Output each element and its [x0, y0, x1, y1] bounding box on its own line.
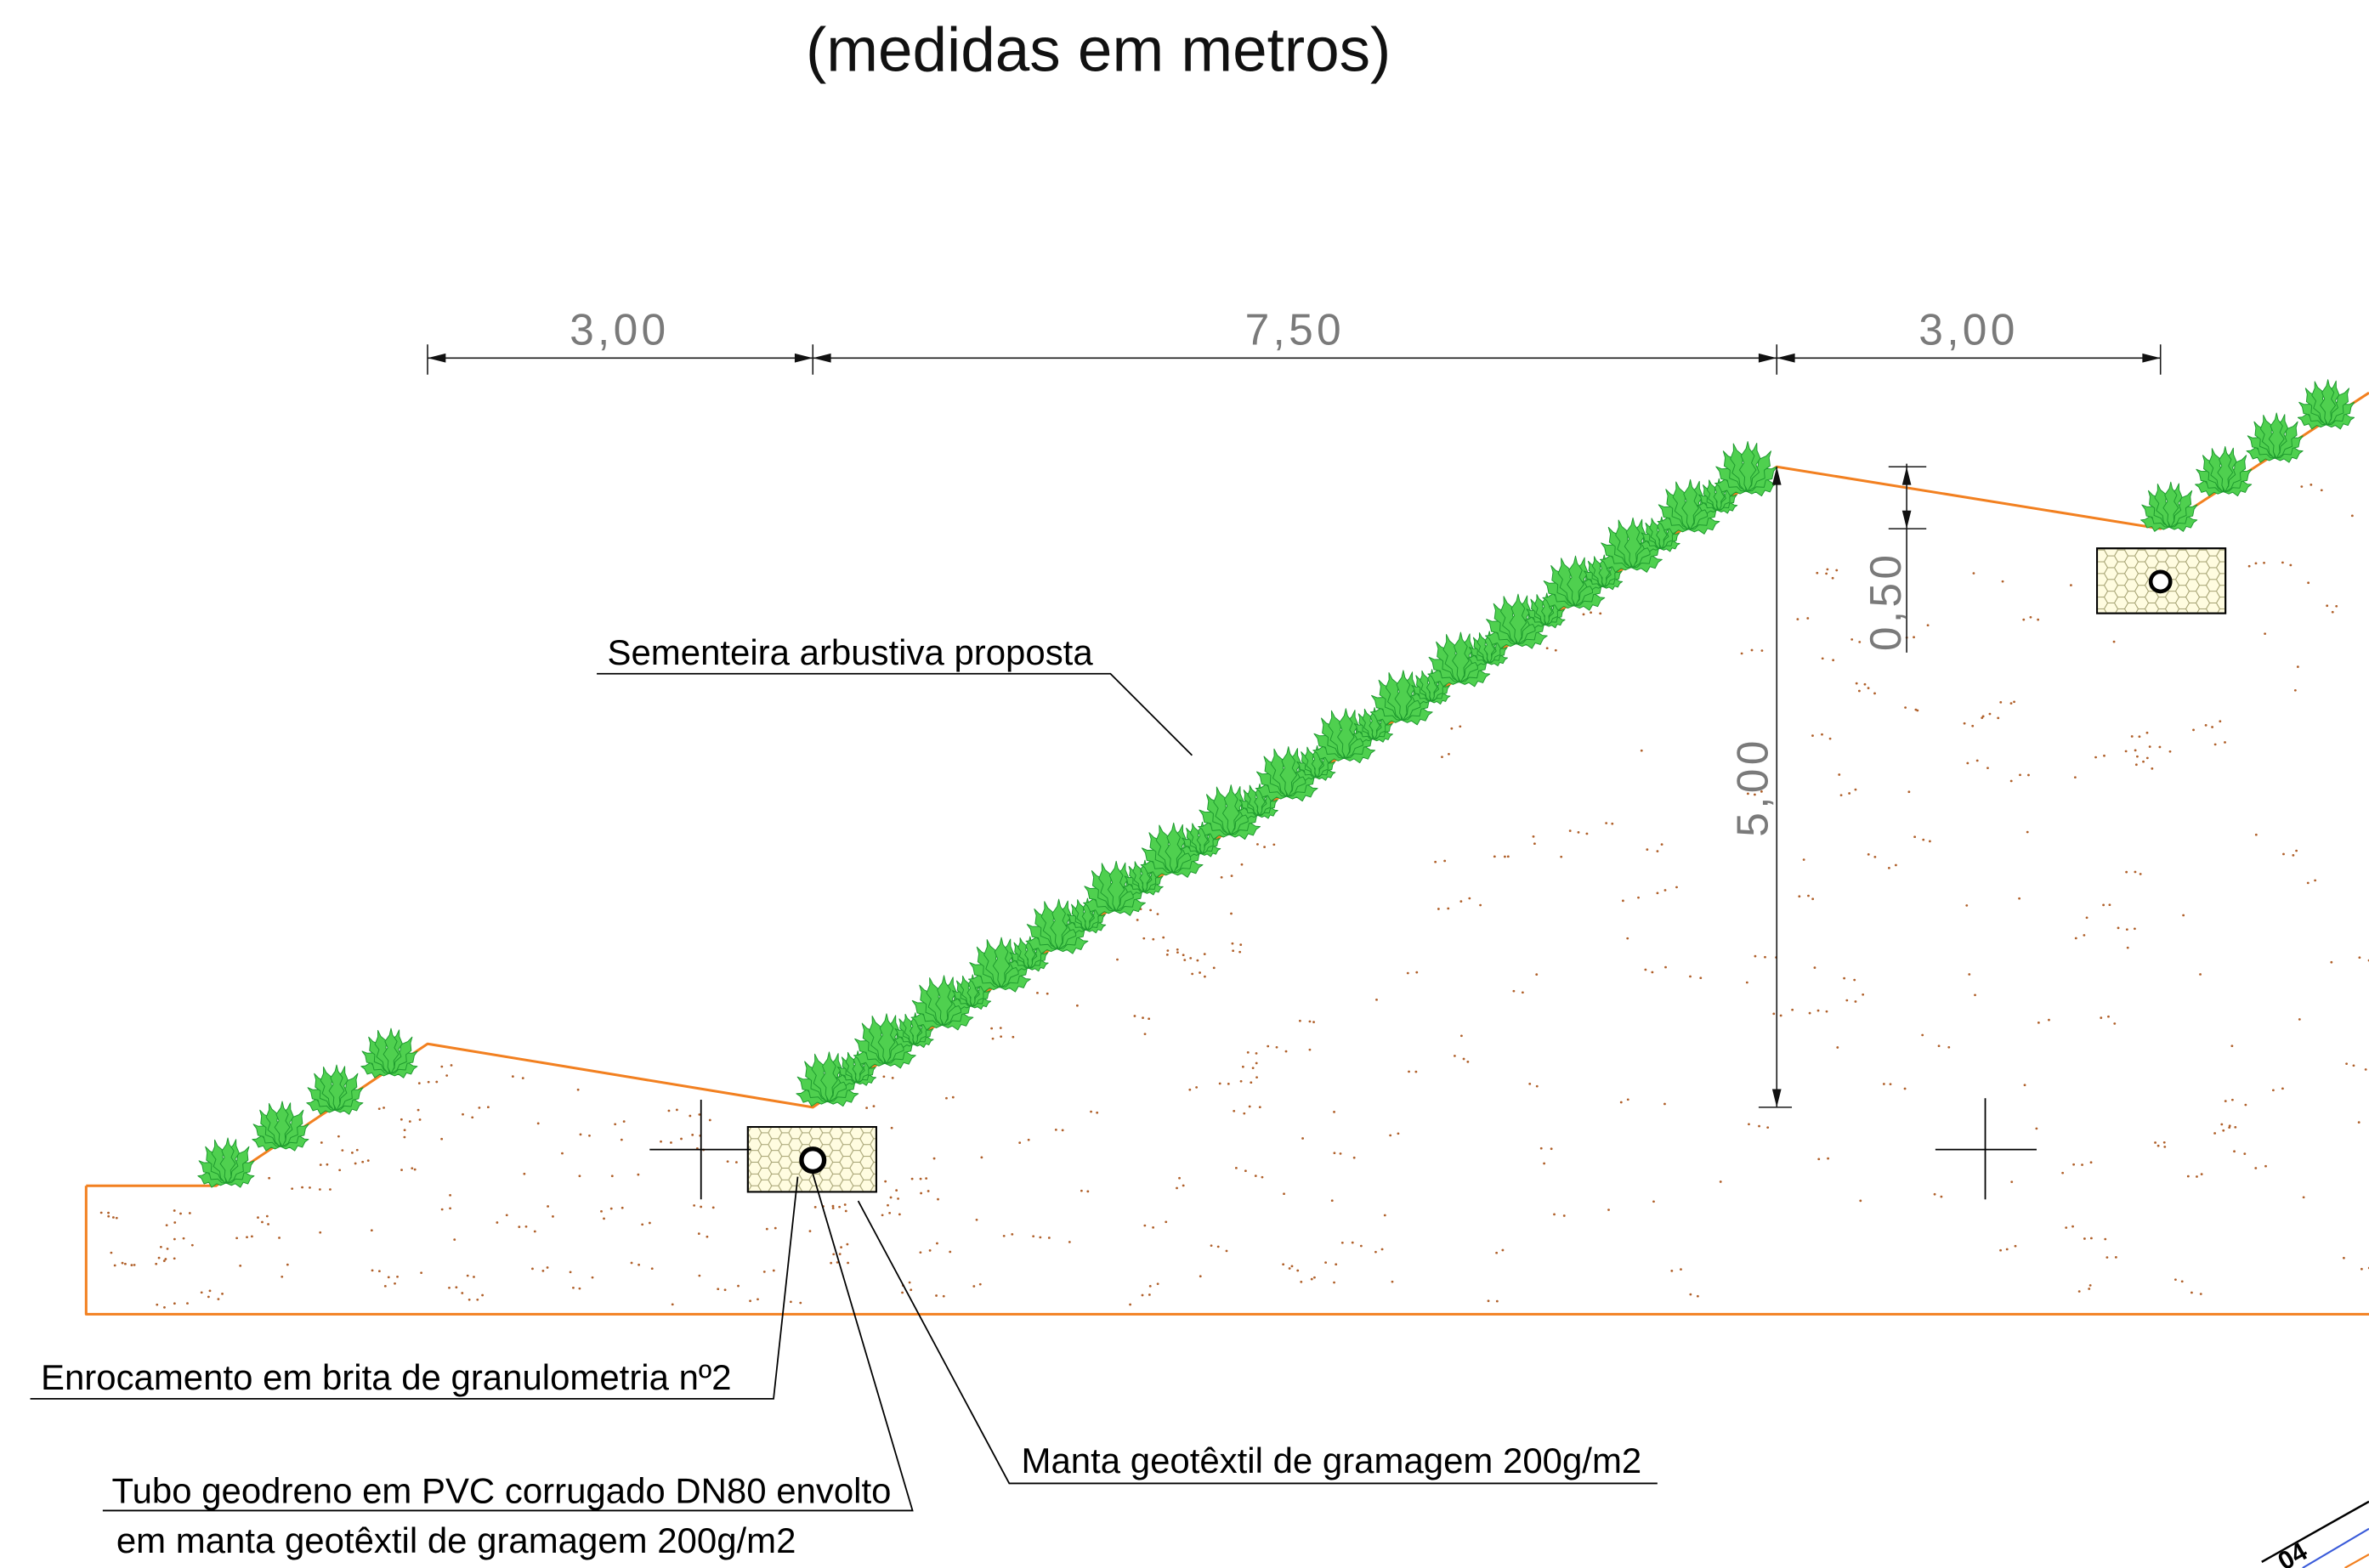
shrub-frond [2162, 481, 2179, 529]
ground-surface-line [86, 391, 2369, 1187]
dimension-arrowhead [1901, 510, 1912, 529]
shrub-frond [328, 1064, 345, 1111]
shrub-frond [1394, 670, 1413, 721]
label-vegetation: Sementeira arbustiva proposta [608, 632, 1094, 672]
soil-texture [99, 484, 2369, 1309]
shrub-frond [1624, 517, 1642, 569]
leader-drain-pipe [102, 1173, 914, 1512]
shrub [2140, 481, 2198, 532]
shrub [2297, 379, 2355, 430]
shrub-frond [1279, 746, 1298, 797]
dimension-slope-horizontal: 7,50 [1245, 304, 1345, 354]
shrub [197, 1137, 255, 1188]
shrub [1198, 784, 1261, 841]
shrub [1025, 898, 1089, 954]
shrub-frond [383, 1027, 400, 1074]
dimension-berm-drop: 0,50 [1861, 552, 1910, 651]
shrub [950, 974, 992, 1010]
leader-vegetation [597, 672, 1193, 756]
shrub-frond [1681, 478, 1699, 530]
shrub-frond [1107, 860, 1125, 912]
label-rockfill: Enrocamento em brita de granulometria nº… [41, 1357, 732, 1397]
rockfill-trench-outline [2096, 547, 2227, 614]
proposed-shrub-seeding [197, 379, 2355, 1188]
shrub-frond [1165, 822, 1182, 874]
dimension-arrowhead [428, 353, 446, 363]
shrub [2195, 445, 2253, 497]
dimension-arrowhead [1771, 1089, 1782, 1107]
shrub-frond [1567, 555, 1584, 607]
shrub-frond [2268, 412, 2285, 459]
corner-line-black [2261, 1500, 2369, 1563]
shrub [1007, 936, 1049, 972]
leader-rockfill [30, 1176, 799, 1400]
shrub-frond [1337, 708, 1355, 759]
leader-geotextile [857, 1200, 1658, 1485]
shrub-frond [1738, 441, 1757, 492]
corner-line-orange [2344, 1554, 2369, 1568]
shrub [1714, 441, 1778, 497]
dimension-arrowhead [2142, 353, 2161, 363]
shrub-frond [1509, 593, 1527, 645]
label-geotextile: Manta geotêxtil de gramagem 200g/m2 [1022, 1441, 1642, 1480]
shrub-frond [1221, 784, 1240, 835]
horizontal-dimension-chain: 3,00 7,50 3,00 [427, 304, 2162, 375]
lower-drain-trench [746, 1125, 877, 1193]
label-drain-pipe-line1: Tubo geodreno em PVC corrugado DN80 envo… [112, 1471, 892, 1511]
shrub-frond [219, 1137, 236, 1184]
dimension-slope-height: 5,00 [1728, 737, 1777, 836]
corner-line-blue [2302, 1527, 2369, 1568]
vertical-dimension-berm-drop: 0,50 [1861, 463, 1927, 653]
shrub [1352, 707, 1393, 743]
shrub-frond [992, 937, 1011, 988]
drain-pipe-icon [2148, 569, 2173, 594]
dimension-arrowhead [1758, 353, 1777, 363]
shrub [1065, 897, 1107, 934]
dimension-berm-right: 3,00 [1918, 304, 2018, 354]
drawing-title: (medidas em metros) [806, 16, 1391, 85]
shrub-frond [1452, 631, 1470, 683]
upper-drain-trench [2096, 547, 2227, 614]
annotation-leaders [30, 672, 1658, 1512]
label-drain-pipe-line2: em manta geotêxtil de gramagem 200g/m2 [116, 1520, 796, 1560]
rockfill-trench-outline [746, 1125, 877, 1193]
dimension-berm-left: 3,00 [570, 304, 669, 354]
vertical-dimension-slope-height: 5,00 [1728, 467, 1793, 1108]
shrub-frond [2217, 445, 2234, 493]
drain-pipe-icon [799, 1146, 827, 1175]
shrub-frond [935, 975, 953, 1027]
dimension-arrowhead [1777, 353, 1795, 363]
shrub [1639, 516, 1680, 552]
shrub [1312, 708, 1376, 764]
shrub [1657, 478, 1720, 535]
shrub-frond [1050, 898, 1068, 950]
crosshair-marker-left [649, 1099, 751, 1200]
shrub [306, 1064, 364, 1115]
shrub [252, 1101, 309, 1152]
ground-base-line [84, 1186, 2369, 1316]
ground-profile [84, 391, 2369, 1316]
dimension-arrowhead [1771, 467, 1782, 485]
shrub [1122, 859, 1164, 896]
dimension-arrowhead [794, 353, 813, 363]
shrub-frond [820, 1051, 838, 1102]
shrub [1180, 821, 1221, 858]
shrub-frond [877, 1013, 896, 1064]
shrub [2246, 412, 2304, 463]
corner-fragment: 04 [2261, 1500, 2369, 1568]
shrub [360, 1027, 418, 1078]
dimension-arrowhead [813, 353, 831, 363]
shrub-frond [2320, 379, 2337, 426]
shrub [1255, 746, 1318, 802]
shrub-frond [274, 1101, 291, 1147]
dimension-arrowhead [1901, 467, 1912, 485]
crosshair-marker-right [1935, 1098, 2037, 1200]
shrub [796, 1051, 859, 1107]
